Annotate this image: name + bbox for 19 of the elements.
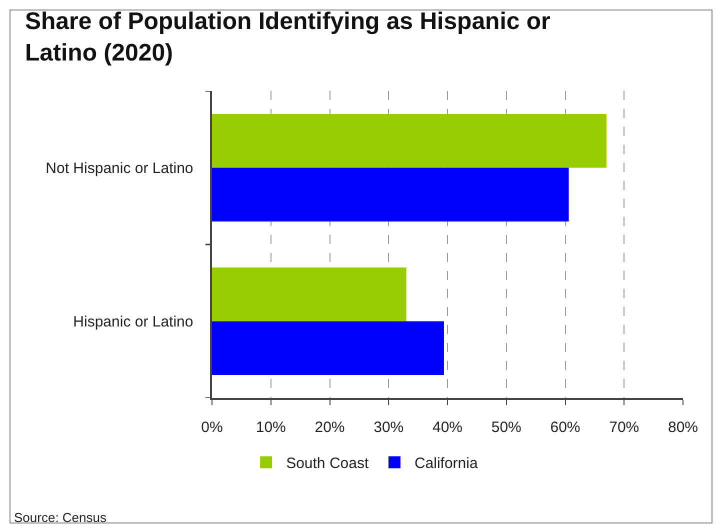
chart-title: Share of Population Identifying as Hispanic or Latino (2020) (25, 8, 550, 66)
source-note: Source: Census (14, 510, 107, 525)
x-tick-label: 50% (491, 418, 522, 436)
y-tick-label: Hispanic or Latino (73, 314, 194, 330)
bar (212, 321, 444, 375)
y-tick-label: Not Hispanic or Latino (46, 160, 194, 177)
x-tick-label: 30% (374, 418, 404, 436)
x-tick-label: 60% (550, 418, 580, 436)
x-tick-label: 0% (201, 418, 223, 436)
bar (212, 114, 606, 168)
x-tick-label: 40% (432, 418, 463, 436)
bar (212, 168, 569, 222)
legend-label: South Coast (286, 455, 370, 472)
x-tick-label: 80% (668, 418, 698, 436)
x-tick-label: 70% (609, 418, 640, 436)
x-tick-label: 20% (314, 418, 345, 436)
legend-label: California (414, 455, 478, 472)
x-tick-label: 10% (256, 418, 286, 436)
bar (212, 268, 406, 322)
